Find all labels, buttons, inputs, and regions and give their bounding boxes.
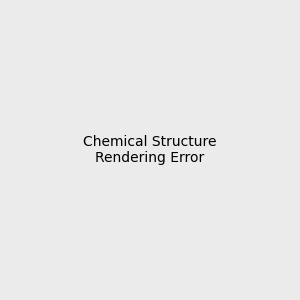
Text: Chemical Structure
Rendering Error: Chemical Structure Rendering Error <box>83 135 217 165</box>
